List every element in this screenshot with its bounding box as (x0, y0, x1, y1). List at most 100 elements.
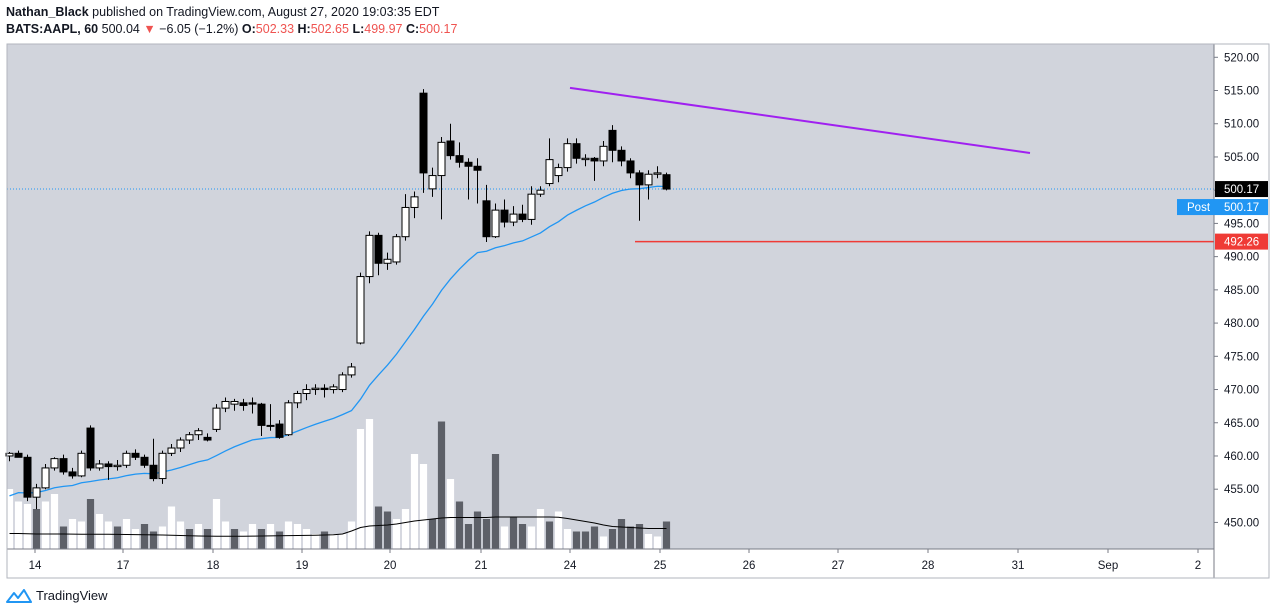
support-price-badge-bg (1215, 233, 1268, 250)
volume-bar (590, 526, 599, 549)
close-label: C: (405, 22, 420, 36)
candle-body (455, 155, 464, 163)
time-axis[interactable]: 14 17 18 19 20 21 24 25 26 27 28 31 Sep 2 (29, 549, 1202, 572)
price-axis[interactable]: 450.00 455.00 460.00 465.00 470.00 475.00 480.… (1214, 52, 1259, 529)
candle-body (311, 387, 320, 391)
volume-bar (446, 479, 455, 549)
candle-body (509, 213, 518, 223)
last-price-badge-bg (1215, 181, 1268, 198)
volume-bar (626, 526, 635, 549)
volume-bar (338, 534, 347, 549)
candle-body (158, 452, 167, 480)
candle-body (320, 387, 329, 391)
candle-body (428, 175, 437, 190)
volume-bar (437, 421, 446, 549)
volume-bar (212, 499, 221, 549)
candle-body (293, 393, 302, 404)
volume-bar (365, 419, 374, 549)
volume-bar (167, 506, 176, 549)
candle-body (464, 161, 473, 167)
candle-body (68, 471, 77, 477)
volume-bar (599, 536, 608, 549)
candle-body (626, 160, 635, 174)
open-value: 502.33 (255, 22, 295, 36)
volume-bar (545, 521, 554, 549)
candle-body (14, 452, 23, 458)
volume-bar (113, 526, 122, 549)
time-tick-label: 20 (384, 560, 397, 572)
volume-bar (23, 504, 32, 549)
time-tick-label: 21 (475, 560, 488, 572)
volume-bar (482, 519, 491, 549)
down-arrow-icon: ▼ (143, 22, 156, 36)
price-tick-label: 475.00 (1224, 351, 1259, 363)
volume-bar (581, 531, 590, 549)
candle-body (356, 276, 365, 344)
volume-bar (554, 511, 563, 549)
volume-bar (32, 509, 41, 549)
price-change: −6.05 (−1.2%) (159, 22, 239, 36)
trendline[interactable] (569, 86, 1031, 154)
price-tick-label: 495.00 (1224, 218, 1259, 230)
plot-area[interactable] (7, 44, 1214, 549)
post-label: Post (1187, 202, 1211, 214)
candle-body (662, 174, 671, 190)
volume-bar (194, 524, 203, 549)
candle-body (23, 456, 32, 498)
candle-body (257, 403, 266, 426)
candle-body (50, 458, 59, 469)
price-tick-label: 520.00 (1224, 52, 1259, 64)
volume-bar (86, 499, 95, 549)
volume-bar (572, 531, 581, 549)
volume-bar (266, 524, 275, 549)
candle-body (410, 196, 419, 208)
volume-bar (464, 524, 473, 549)
tradingview-logo-icon (6, 588, 32, 603)
volume-bar (257, 529, 266, 549)
chart-frame (6, 43, 1270, 579)
candle-body (212, 407, 221, 430)
time-tick-label: 2 (1195, 560, 1201, 572)
candle-body (617, 149, 626, 162)
candle-body (581, 157, 590, 161)
publisher-line: Nathan_Black published on TradingView.co… (6, 4, 457, 21)
candle-body (338, 374, 347, 391)
candle-body (104, 463, 113, 468)
ohlc-line: BATS:AAPL, 60 500.04 ▼ −6.05 (−1.2%) O:5… (6, 21, 457, 38)
close-value: 500.17 (419, 22, 458, 36)
volume-bar (374, 506, 383, 549)
price-tick-label: 460.00 (1224, 451, 1259, 463)
time-tick-label: 27 (832, 560, 845, 572)
candle-body (284, 402, 293, 436)
volume-bar (455, 501, 464, 549)
volume-bar (77, 521, 86, 549)
time-tick-label: Sep (1098, 560, 1118, 572)
volume-bar (95, 514, 104, 549)
candle-body (518, 213, 527, 220)
candles (5, 89, 671, 510)
volume-bar (59, 526, 68, 549)
tradingview-footer[interactable]: TradingView (6, 588, 108, 603)
author-name[interactable]: Nathan_Black (6, 5, 89, 19)
candle-body (221, 400, 230, 409)
time-tick-label: 17 (117, 560, 130, 572)
candle-body (95, 463, 104, 469)
price-tick-label: 485.00 (1224, 285, 1259, 297)
volume-bar (131, 529, 140, 549)
volume-bar (293, 524, 302, 549)
symbol-label: BATS:AAPL, 60 (6, 22, 99, 36)
price-tick-label: 450.00 (1224, 517, 1259, 529)
candle-body (77, 452, 86, 477)
candle-body (545, 159, 554, 185)
post-label-bg (1177, 199, 1215, 216)
volume-bar (230, 529, 239, 549)
moving-average-line (9, 185, 667, 497)
volume-bar (275, 531, 284, 549)
candle-body (59, 458, 68, 473)
time-tick-label: 28 (922, 560, 935, 572)
candle-body (329, 386, 338, 391)
candle-body (149, 464, 158, 480)
candle-body (266, 424, 275, 427)
candle-body (113, 464, 122, 468)
